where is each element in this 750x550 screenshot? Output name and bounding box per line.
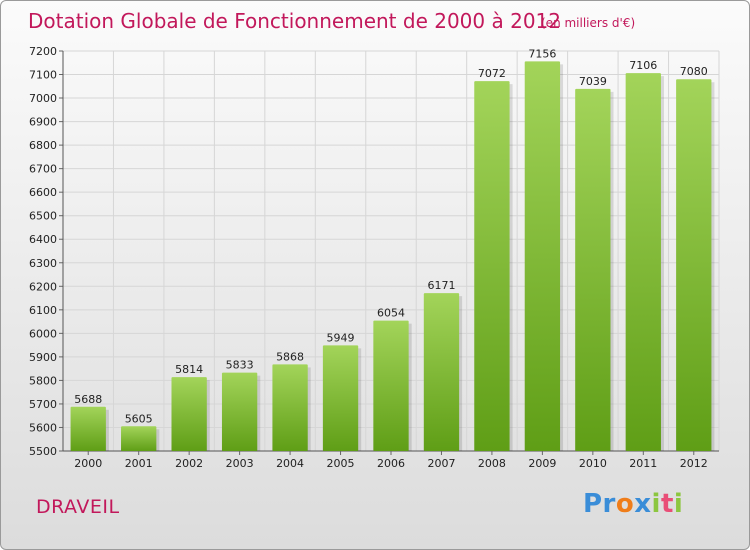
y-tick-label: 6300	[29, 257, 57, 270]
logo-part: i	[651, 489, 661, 519]
bar	[474, 81, 510, 451]
bar	[70, 406, 106, 451]
y-tick-label: 6700	[29, 163, 57, 176]
town-name: DRAVEIL	[36, 496, 120, 518]
chart-subtitle: (en milliers d'€)	[541, 16, 636, 30]
bar	[423, 293, 460, 451]
x-tick-label: 2001	[125, 457, 153, 470]
value-label: 7072	[478, 67, 506, 80]
value-label: 7106	[629, 59, 657, 72]
bar	[171, 377, 207, 451]
x-tick-label: 2008	[478, 457, 506, 470]
x-tick-label: 2004	[276, 457, 304, 470]
value-label: 5949	[327, 331, 355, 344]
x-tick-label: 2012	[680, 457, 708, 470]
logo-part: Pr	[583, 489, 616, 519]
x-tick-label: 2010	[579, 457, 607, 470]
bar	[625, 73, 661, 451]
y-tick-label: 5600	[29, 421, 57, 434]
labels: 5500 5600 5700 5800 5900 6000 6100 6200 6300 6400…	[29, 45, 708, 470]
y-tick-label: 6500	[29, 210, 57, 223]
bar	[524, 61, 561, 452]
logo-part: i	[673, 489, 684, 519]
y-tick-label: 5900	[29, 351, 57, 364]
y-tick-label: 6600	[29, 186, 57, 199]
value-label: 5605	[125, 412, 153, 425]
value-label: 5814	[175, 363, 203, 376]
y-tick-label: 5800	[29, 374, 57, 387]
x-tick-label: 2006	[377, 457, 405, 470]
value-label: 5688	[74, 393, 102, 406]
bar	[272, 364, 308, 451]
y-tick-label: 6000	[29, 327, 57, 340]
value-label: 5833	[226, 359, 254, 372]
value-label: 7039	[579, 75, 607, 88]
x-tick-label: 2002	[175, 457, 203, 470]
chart-title: Dotation Globale de Fonctionnement de 20…	[28, 9, 561, 33]
bar	[221, 372, 258, 451]
y-tick-label: 7100	[29, 69, 57, 82]
value-label: 7080	[680, 65, 708, 78]
x-tick-label: 2011	[629, 457, 657, 470]
y-tick-label: 5700	[29, 398, 57, 411]
y-tick-label: 5500	[29, 445, 57, 458]
value-label: 7156	[528, 47, 556, 60]
x-tick-label: 2009	[528, 457, 556, 470]
logo-part: o	[615, 489, 635, 519]
logo-part: x	[634, 489, 652, 519]
x-tick-label: 2005	[327, 457, 355, 470]
value-label: 6171	[427, 279, 455, 292]
bar	[676, 79, 712, 451]
y-tick-label: 7200	[29, 45, 57, 58]
proxiti-logo[interactable]: Proxiti	[583, 489, 683, 519]
bar	[322, 345, 359, 451]
y-tick-label: 6200	[29, 280, 57, 293]
x-tick-label: 2007	[427, 457, 455, 470]
y-tick-label: 6400	[29, 233, 57, 246]
x-tick-label: 2000	[74, 457, 102, 470]
bar	[575, 88, 611, 451]
logo-part: t	[660, 489, 674, 519]
bar	[373, 320, 409, 451]
y-tick-label: 6900	[29, 116, 57, 129]
x-tick-label: 2003	[226, 457, 254, 470]
bar	[121, 426, 157, 451]
y-tick-label: 6100	[29, 304, 57, 317]
value-label: 6054	[377, 307, 405, 320]
y-tick-label: 6800	[29, 139, 57, 152]
value-label: 5868	[276, 350, 304, 363]
y-tick-label: 7000	[29, 92, 57, 105]
bars	[70, 61, 715, 452]
